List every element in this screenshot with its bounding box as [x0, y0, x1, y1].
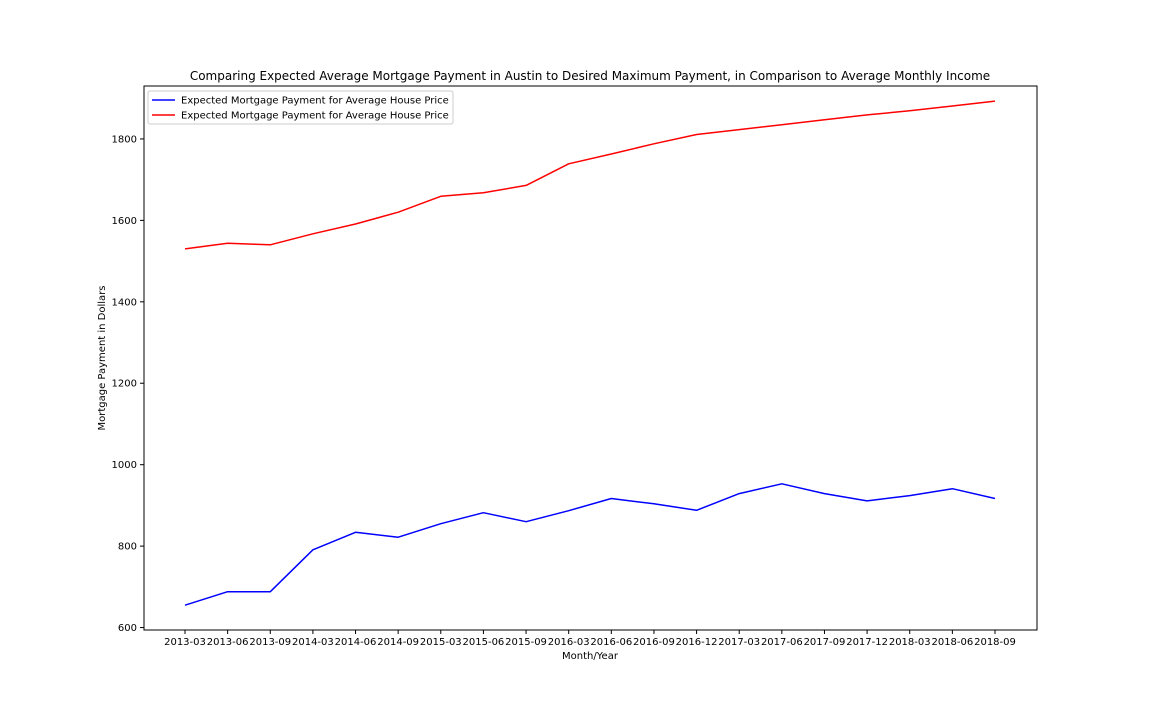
x-tick-label: 2015-09: [505, 637, 547, 648]
x-tick-label: 2018-06: [931, 637, 973, 648]
x-tick-label: 2018-09: [974, 637, 1016, 648]
y-tick-label: 1400: [112, 297, 137, 308]
x-tick-label: 2014-03: [292, 637, 334, 648]
x-tick-label: 2016-12: [676, 637, 718, 648]
y-tick-label: 600: [118, 623, 137, 634]
y-tick-label: 800: [118, 542, 137, 553]
x-tick-label: 2016-09: [633, 637, 675, 648]
series-line-2: [184, 100, 996, 250]
x-tick-label: 2017-03: [718, 637, 760, 648]
series-group: [184, 100, 996, 606]
legend-box: [147, 90, 454, 125]
y-tick-label: 1200: [112, 379, 137, 390]
legend: Expected Mortgage Payment for Average Ho…: [147, 90, 454, 125]
y-tick-label: 1000: [112, 460, 137, 471]
legend-label-1: Expected Mortgage Payment for Average Ho…: [181, 96, 449, 107]
x-axis: 2013-03 2013-06 2013-09 2014-03 2014-06 2014-…: [164, 630, 1016, 648]
y-axis-title: Mortgage Payment in Dollars: [97, 285, 108, 430]
chart-title: Comparing Expected Average Mortgage Paym…: [190, 69, 990, 83]
x-tick-label: 2013-09: [249, 637, 291, 648]
x-tick-label: 2016-03: [548, 637, 590, 648]
x-tick-label: 2014-06: [335, 637, 377, 648]
x-tick-label: 2014-09: [377, 637, 419, 648]
x-tick-label: 2017-09: [804, 637, 846, 648]
x-tick-label: 2015-06: [463, 637, 505, 648]
x-tick-label: 2018-03: [889, 637, 931, 648]
x-tick-label: 2017-12: [846, 637, 888, 648]
x-axis-title: Month/Year: [562, 651, 619, 662]
x-tick-label: 2017-06: [761, 637, 803, 648]
y-axis: 600 800 1000 1200 1400 1600 1800: [112, 134, 144, 634]
plot-area: [143, 85, 1038, 631]
legend-label-2: Expected Mortgage Payment for Average Ho…: [181, 111, 449, 122]
x-tick-label: 2013-06: [207, 637, 249, 648]
y-tick-label: 1800: [112, 134, 137, 145]
series-line-1: [184, 483, 996, 606]
y-tick-label: 1600: [112, 216, 137, 227]
x-tick-label: 2013-03: [164, 637, 206, 648]
x-tick-label: 2016-06: [590, 637, 632, 648]
x-tick-label: 2015-03: [420, 637, 462, 648]
